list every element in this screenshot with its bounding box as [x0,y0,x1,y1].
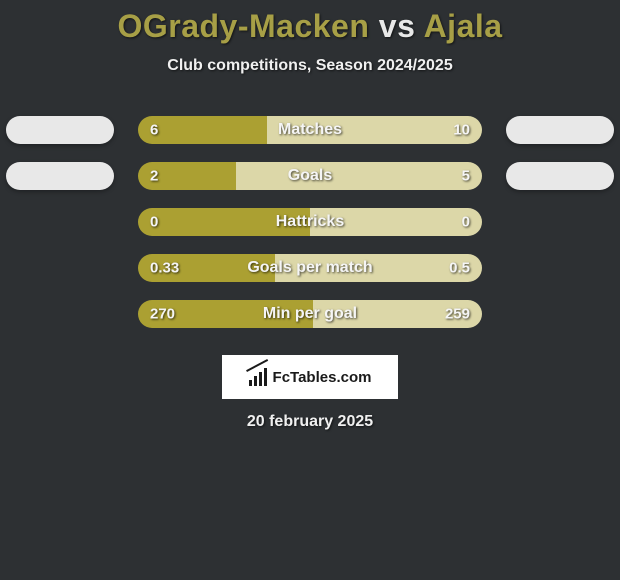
comparison-chart: 610Matches25Goals00Hattricks0.330.5Goals… [0,107,620,337]
stat-row: 270259Min per goal [0,291,620,337]
stat-bar: 25Goals [138,162,482,190]
stat-value-left: 6 [150,122,158,139]
logo-box: FcTables.com [222,355,398,399]
team-pill-right [506,116,614,144]
stat-bar: 610Matches [138,116,482,144]
stat-value-left: 2 [150,168,158,185]
bar-right-segment [236,162,482,190]
stat-value-right: 259 [445,306,470,323]
stat-value-left: 0.33 [150,260,179,277]
team-pill-left [6,116,114,144]
stat-value-left: 270 [150,306,175,323]
title-left-name: OGrady-Macken [117,8,369,44]
logo-chart-icon [249,368,269,386]
title-vs: vs [369,8,423,44]
bar-right-segment [267,116,482,144]
bar-left-segment [138,208,310,236]
stat-bar: 270259Min per goal [138,300,482,328]
stat-bar: 00Hattricks [138,208,482,236]
stat-value-right: 0.5 [449,260,470,277]
stat-row: 610Matches [0,107,620,153]
team-pill-left [6,162,114,190]
stat-row: 0.330.5Goals per match [0,245,620,291]
title-right-name: Ajala [424,8,503,44]
team-pill-right [506,162,614,190]
stat-row: 00Hattricks [0,199,620,245]
page-title: OGrady-Macken vs Ajala [0,8,620,45]
stat-row: 25Goals [0,153,620,199]
logo-text: FcTables.com [273,369,372,386]
stat-value-right: 0 [462,214,470,231]
bar-right-segment [310,208,482,236]
stat-value-right: 5 [462,168,470,185]
stat-value-left: 0 [150,214,158,231]
date-text: 20 february 2025 [0,413,620,431]
stat-bar: 0.330.5Goals per match [138,254,482,282]
stat-value-right: 10 [453,122,470,139]
subtitle: Club competitions, Season 2024/2025 [0,57,620,75]
